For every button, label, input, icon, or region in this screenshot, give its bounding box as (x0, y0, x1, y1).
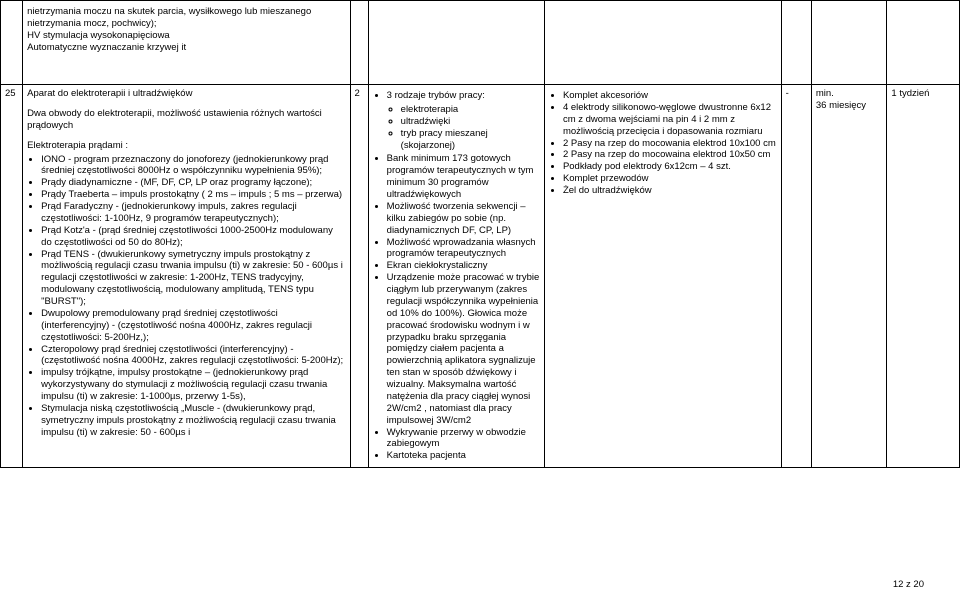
list-item: Prąd Kotz'a - (prąd średniej częstotliwo… (41, 225, 345, 249)
list-item: Komplet akcesoriów (563, 90, 777, 102)
list-item: ultradźwięki (401, 116, 540, 128)
page-number: 12 z 20 (893, 579, 924, 590)
partial-warranty (811, 1, 887, 85)
row-spec2: Komplet akcesoriów4 elektrody silikonowo… (544, 85, 781, 468)
list-item: Prąd Faradyczny - (jednokierunkowy impul… (41, 201, 345, 225)
partial-qty (350, 1, 368, 85)
list-item: Bank minimum 173 gotowych programów tera… (387, 153, 540, 201)
desc-title: Aparat do elektroterapii i ultradźwięków (27, 88, 345, 100)
list-item: tryb pracy mieszanej (skojarzonej) (401, 128, 540, 152)
row-qty: 2 (350, 85, 368, 468)
list-item: 2 Pasy na rzep do mocowaina elektrod 10x… (563, 149, 777, 161)
row-num: 25 (1, 85, 23, 468)
list-item: Żel do ultradźwięków (563, 185, 777, 197)
list-item: Dwupolowy premodulowany prąd średniej cz… (41, 308, 345, 344)
list-item: Możliwość wprowadzania własnych programó… (387, 237, 540, 261)
row-dash: - (781, 85, 811, 468)
list-item: Możliwość tworzenia sekwencji – kilku za… (387, 201, 540, 237)
list-item: elektroterapia (401, 104, 540, 116)
row-warranty: min. 36 miesięcy (811, 85, 887, 468)
list-item: 3 rodzaje trybów pracy:elektroterapiault… (387, 90, 540, 151)
list-item: Czteropolowy prąd średniej częstotliwośc… (41, 344, 345, 368)
list-item: Podkłady pod elektrody 6x12cm – 4 szt. (563, 161, 777, 173)
table-row: 25 Aparat do elektroterapii i ultradźwię… (1, 85, 960, 468)
list-item: Wykrywanie przerwy w obwodzie zabiegowym (387, 427, 540, 451)
list-item: Ekran ciekłokrystaliczny (387, 260, 540, 272)
partial-row: nietrzymania moczu na skutek parcia, wys… (1, 1, 960, 85)
row-delivery: 1 tydzień (887, 85, 960, 468)
list-item: impulsy trójkątne, impulsy prostokątne –… (41, 367, 345, 403)
partial-spec1 (368, 1, 544, 85)
partial-desc: nietrzymania moczu na skutek parcia, wys… (23, 1, 350, 85)
list-item: Urządzenie może pracować w trybie ciągły… (387, 272, 540, 426)
list-item: nietrzymania moczu na skutek parcia, wys… (27, 6, 345, 30)
list-item: Automatyczne wyznaczanie krzywej it (27, 42, 345, 54)
list-item: 4 elektrody silikonowo-węglowe dwustronn… (563, 102, 777, 138)
list-item: Komplet przewodów (563, 173, 777, 185)
list-item: Kartoteka pacjenta (387, 450, 540, 462)
spec-table: nietrzymania moczu na skutek parcia, wys… (0, 0, 960, 468)
row-spec1: 3 rodzaje trybów pracy:elektroterapiault… (368, 85, 544, 468)
list-item: Prąd TENS - (dwukierunkowy symetryczny i… (41, 249, 345, 308)
list-item: HV stymulacja wysokonapięciowa (27, 30, 345, 42)
partial-num (1, 1, 23, 85)
list-item: Prądy diadynamiczne - (MF, DF, CP, LP or… (41, 177, 345, 189)
partial-spec2 (544, 1, 781, 85)
partial-dash (781, 1, 811, 85)
desc-para1: Dwa obwody do elektroterapii, możliwość … (27, 108, 345, 132)
desc-para2: Elektroterapia prądami : (27, 140, 345, 152)
list-item: Prądy Traeberta – impuls prostokątny ( 2… (41, 189, 345, 201)
list-item: 2 Pasy na rzep do mocowania elektrod 10x… (563, 138, 777, 150)
row-desc: Aparat do elektroterapii i ultradźwięków… (23, 85, 350, 468)
partial-delivery (887, 1, 960, 85)
warranty-l2: 36 miesięcy (816, 100, 866, 111)
warranty-l1: min. (816, 88, 834, 99)
list-item: IONO - program przeznaczony do jonoforez… (41, 154, 345, 178)
list-item: Stymulacja niską częstotliwością „Muscle… (41, 403, 345, 439)
